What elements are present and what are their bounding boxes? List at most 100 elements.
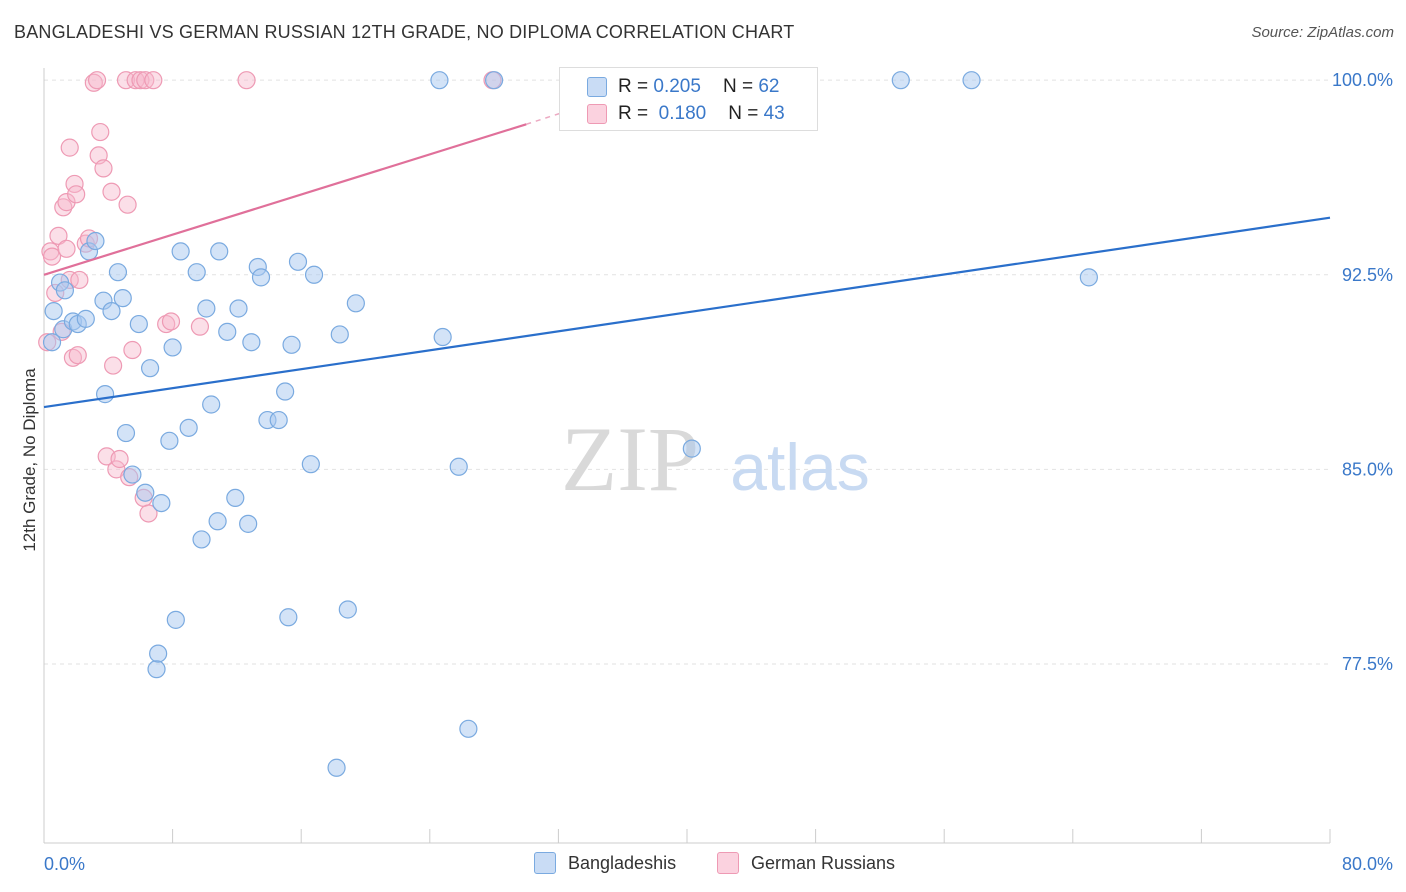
data-point-german-russians [237,71,256,90]
data-point-bangladeshis [42,333,62,352]
data-point-german-russians [104,356,123,375]
y-tick-label: 85.0% [1342,459,1393,479]
y-tick-label: 92.5% [1342,265,1393,285]
data-point-german-russians [157,314,176,334]
data-point-bangladeshis [152,493,171,513]
data-point-german-russians [123,340,142,360]
data-point-german-russians [102,182,121,201]
data-point-bangladeshis [449,457,468,476]
data-point-bangladeshis [76,309,95,328]
trend-line-bangladeshis [43,216,1331,409]
legend-item-bangladeshis: Bangladeshis [534,852,676,874]
data-point-bangladeshis [242,333,261,352]
data-point-german-russians [161,312,181,331]
data-point-german-russians [63,348,83,367]
data-point-bangladeshis [962,71,981,90]
data-point-bangladeshis [1079,268,1098,287]
data-point-bangladeshis [338,600,357,619]
data-point-bangladeshis [113,289,132,308]
data-point-bangladeshis [187,263,206,282]
n-value: 43 [763,103,785,124]
data-point-bangladeshis [251,268,271,287]
data-point-german-russians [118,195,137,214]
data-point-bangladeshis [208,512,227,531]
legend-swatch [534,852,556,874]
series-bangladeshis [42,71,1098,777]
data-point-german-russians [84,73,103,92]
data-point-bangladeshis [129,314,148,334]
data-point-bangladeshis [229,299,248,318]
data-point-bangladeshis [44,301,63,321]
data-point-bangladeshis [226,488,245,508]
data-point-german-russians [67,185,86,204]
r-value: 0.205 [653,76,701,97]
data-point-bangladeshis [202,395,221,414]
data-point-bangladeshis [166,610,185,629]
n-value: 62 [758,76,780,97]
data-point-german-russians [68,346,87,365]
data-point-bangladeshis [282,335,301,354]
source-label: Source: ZipAtlas.com [1251,24,1394,41]
data-point-bangladeshis [149,644,168,663]
grid-lines [44,79,1330,665]
legend-label: German Russians [751,852,896,873]
data-point-bangladeshis [433,327,452,347]
r-label: R = [618,103,649,124]
data-point-bangladeshis [163,338,182,357]
correlation-legend: R = 0.205 N = 62 R = 0.180 N = 43 [559,67,818,131]
x-tick-labels: 0.0% 80.0% [44,854,1393,874]
data-point-bangladeshis [123,465,142,484]
data-point-german-russians [131,71,150,90]
trend-line-german-russians [43,123,527,276]
series-legend: Bangladeshis German Russians [0,852,1406,878]
data-point-bangladeshis [147,660,166,679]
watermark-zip: ZIP [561,408,699,510]
data-point-bangladeshis [197,299,216,318]
data-point-bangladeshis [218,322,237,341]
legend-swatch [717,852,739,874]
data-point-german-russians [139,504,158,523]
data-point-bangladeshis [330,325,349,344]
data-point-bangladeshis [430,71,449,90]
data-point-bangladeshis [279,608,298,627]
legend-swatch-german-russians [587,104,607,124]
data-point-german-russians [49,226,68,245]
data-point-bangladeshis [171,242,190,261]
watermark-atlas: atlas [730,430,869,504]
data-point-german-russians [94,159,113,178]
data-point-german-russians [60,138,79,157]
data-point-bangladeshis [459,719,478,738]
x-tick-label: 80.0% [1342,854,1393,874]
data-point-bangladeshis [116,423,136,443]
data-point-bangladeshis [239,514,258,533]
y-tick-label: 77.5% [1342,654,1393,674]
data-point-bangladeshis [346,294,365,313]
data-point-bangladeshis [304,265,324,284]
data-point-bangladeshis [108,263,128,282]
n-label: N = [722,76,754,97]
data-point-german-russians [190,317,210,336]
watermark: ZIP atlas [561,408,870,510]
x-tick-label: 0.0% [44,854,85,874]
data-point-bangladeshis [210,242,229,261]
data-point-bangladeshis [86,231,105,251]
r-value: 0.180 [658,103,707,124]
trend-lines [43,92,1331,409]
data-point-german-russians [144,71,163,90]
data-point-bangladeshis [102,301,121,321]
data-point-bangladeshis [160,431,179,450]
data-point-bangladeshis [136,483,155,502]
data-point-bangladeshis [288,252,308,271]
data-point-german-russians [57,239,76,258]
data-point-german-russians [91,122,110,142]
legend-swatch-bangladeshis [587,77,607,97]
data-point-bangladeshis [140,359,160,378]
legend-label: Bangladeshis [568,852,677,873]
data-point-bangladeshis [301,455,320,474]
y-tick-label: 100.0% [1332,70,1393,90]
data-point-bangladeshis [192,530,211,549]
data-point-bangladeshis [485,71,504,90]
data-point-german-russians [87,71,107,90]
r-label: R = [618,76,649,97]
